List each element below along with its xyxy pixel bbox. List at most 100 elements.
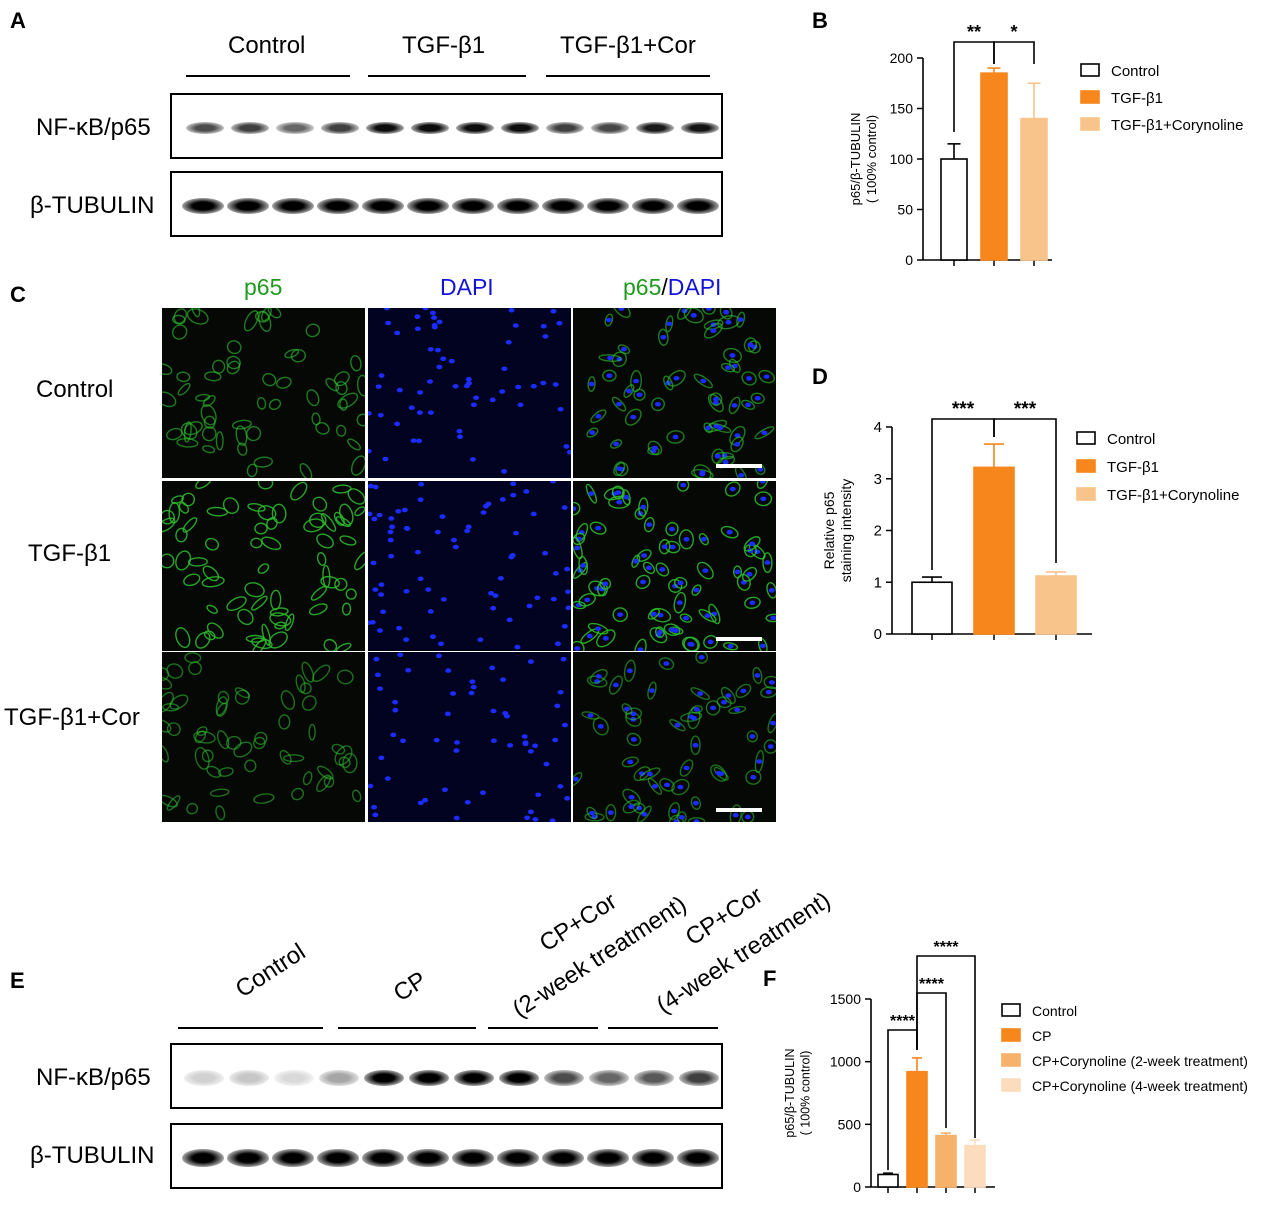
blot-e-p65-band — [319, 1070, 359, 1086]
micro-image-content — [368, 652, 571, 822]
blot-e-tubulin-band — [182, 1149, 224, 1167]
y-tick-label: 3 — [874, 471, 882, 488]
bar-3 — [1020, 117, 1048, 261]
micro-image-tgf-cor-merge — [573, 652, 776, 822]
significance-stars: * — [1010, 22, 1017, 42]
y-axis-label: Relative p65 — [821, 491, 837, 569]
micro-col-dapi: DAPI — [440, 274, 494, 300]
blot-e-p65-band — [634, 1070, 674, 1086]
blot-a-p65-membrane — [170, 93, 723, 159]
y-axis-label: p65/β-TUBULIN — [783, 1048, 797, 1137]
blot-a-tubulin-band — [272, 198, 314, 214]
significance-stars: **** — [919, 976, 945, 993]
blot-e-tubulin-band — [677, 1149, 719, 1167]
blot-a-tubulin-band — [362, 198, 404, 214]
blot-e-tubulin-band — [587, 1149, 629, 1167]
significance-stars: ** — [967, 22, 981, 42]
micro-image-content — [586, 308, 775, 478]
blot-a-group-tgf-cor: TGF-β1+Cor — [560, 32, 696, 59]
micro-image-content — [162, 652, 362, 821]
significance-bracket — [993, 418, 1057, 563]
blot-e-p65-band — [679, 1070, 719, 1086]
panel-label-c: C — [10, 282, 26, 307]
panel-label-b: B — [812, 8, 828, 33]
legend-label: Control — [1107, 431, 1155, 448]
micro-image-content — [368, 308, 571, 474]
blot-e-tubulin-band — [317, 1149, 359, 1167]
blot-e-p65-membrane — [170, 1043, 723, 1109]
blot-a-p65-band — [276, 122, 314, 134]
bar-1 — [940, 158, 968, 261]
blot-e-p65-band — [274, 1070, 314, 1086]
blot-a-tubulin-band — [182, 198, 224, 214]
micro-image-control-p65 — [162, 308, 365, 478]
legend-swatch — [1076, 487, 1096, 501]
blot-e-p65-band — [229, 1070, 269, 1086]
merge-slash-text: / — [661, 274, 668, 300]
micro-image-content — [162, 481, 365, 651]
legend-label: TGF-β1+Corynoline — [1111, 117, 1243, 134]
micro-image-tgf-dapi — [368, 481, 571, 651]
blot-a-row-tubulin: β-TUBULIN — [30, 192, 155, 219]
blot-a-p65-band — [546, 122, 584, 134]
legend-label: TGF-β1 — [1111, 90, 1163, 107]
y-tick-label: 1 — [874, 574, 882, 591]
blot-e-tubulin-band — [497, 1149, 539, 1167]
blot-a-tubulin-band — [587, 198, 629, 214]
panel-label-f: F — [763, 966, 777, 991]
blot-e-tubulin-band — [632, 1149, 674, 1167]
significance-bracket — [993, 41, 1035, 64]
y-tick-label: 150 — [890, 101, 914, 117]
y-tick-label: 50 — [897, 202, 913, 218]
bar-1 — [911, 581, 953, 635]
blot-a-p65-band — [456, 122, 494, 134]
blot-a-p65-band — [366, 122, 404, 134]
y-tick-label: 200 — [890, 50, 914, 66]
blot-a-tubulin-band — [227, 198, 269, 214]
blot-e-line-control — [178, 1027, 323, 1029]
blot-a-tubulin-band — [317, 198, 359, 214]
blot-e-tubulin-band — [452, 1149, 494, 1167]
y-tick-label: 500 — [838, 1116, 862, 1132]
significance-stars: *** — [952, 399, 975, 420]
scale-bar — [716, 637, 762, 641]
micro-row-tgf-cor: TGF-β1+Cor — [4, 704, 140, 731]
blot-a-p65-band — [501, 122, 539, 134]
y-tick-label: 0 — [905, 252, 913, 268]
legend-label: TGF-β1 — [1107, 459, 1159, 476]
blot-e-p65-band — [184, 1070, 224, 1086]
legend-swatch — [1001, 1003, 1021, 1017]
micro-col-merge: p65/DAPI — [623, 274, 721, 301]
micro-image-control-merge — [573, 308, 776, 478]
blot-a-p65-band — [591, 122, 629, 134]
y-tick-label: 0 — [874, 626, 882, 643]
bar-2 — [906, 1070, 928, 1188]
blot-a-group-tgf: TGF-β1 — [402, 32, 486, 59]
blot-e-tubulin-band — [227, 1149, 269, 1167]
panel-label-d: D — [812, 364, 828, 389]
legend-swatch — [1080, 90, 1100, 104]
scale-bar — [716, 808, 762, 812]
blot-a-p65-band — [411, 122, 449, 134]
legend-label: CP — [1032, 1028, 1051, 1044]
blot-a-tubulin-band — [452, 198, 494, 214]
legend-label: Control — [1111, 63, 1159, 80]
y-axis-label: ( 100% control) — [799, 1051, 813, 1136]
legend-swatch — [1076, 431, 1096, 445]
blot-e-p65-band — [364, 1070, 404, 1086]
y-axis-label: staining intensity — [838, 479, 854, 583]
blot-e-group-cp: CP — [388, 966, 432, 1008]
blot-e-group-control: Control — [230, 938, 311, 1004]
chart-f: 0 500 1000 1500 p65/β-TUBULIN( 100% control)… — [783, 939, 1248, 1195]
blot-e-tubulin-band — [272, 1149, 314, 1167]
blot-a-tubulin-band — [542, 198, 584, 214]
micro-row-tgf: TGF-β1 — [28, 540, 112, 567]
y-tick-label: 1000 — [830, 1054, 861, 1070]
legend-swatch — [1080, 63, 1100, 77]
legend-swatch — [1076, 459, 1096, 473]
blot-e-line-cp — [338, 1027, 476, 1029]
blot-e-tubulin-band — [542, 1149, 584, 1167]
micro-image-content — [573, 481, 776, 651]
blot-e-p65-band — [589, 1070, 629, 1086]
chart-d: 0 1 2 3 4 Relative p65 staining intensity *** **… — [821, 399, 1239, 643]
